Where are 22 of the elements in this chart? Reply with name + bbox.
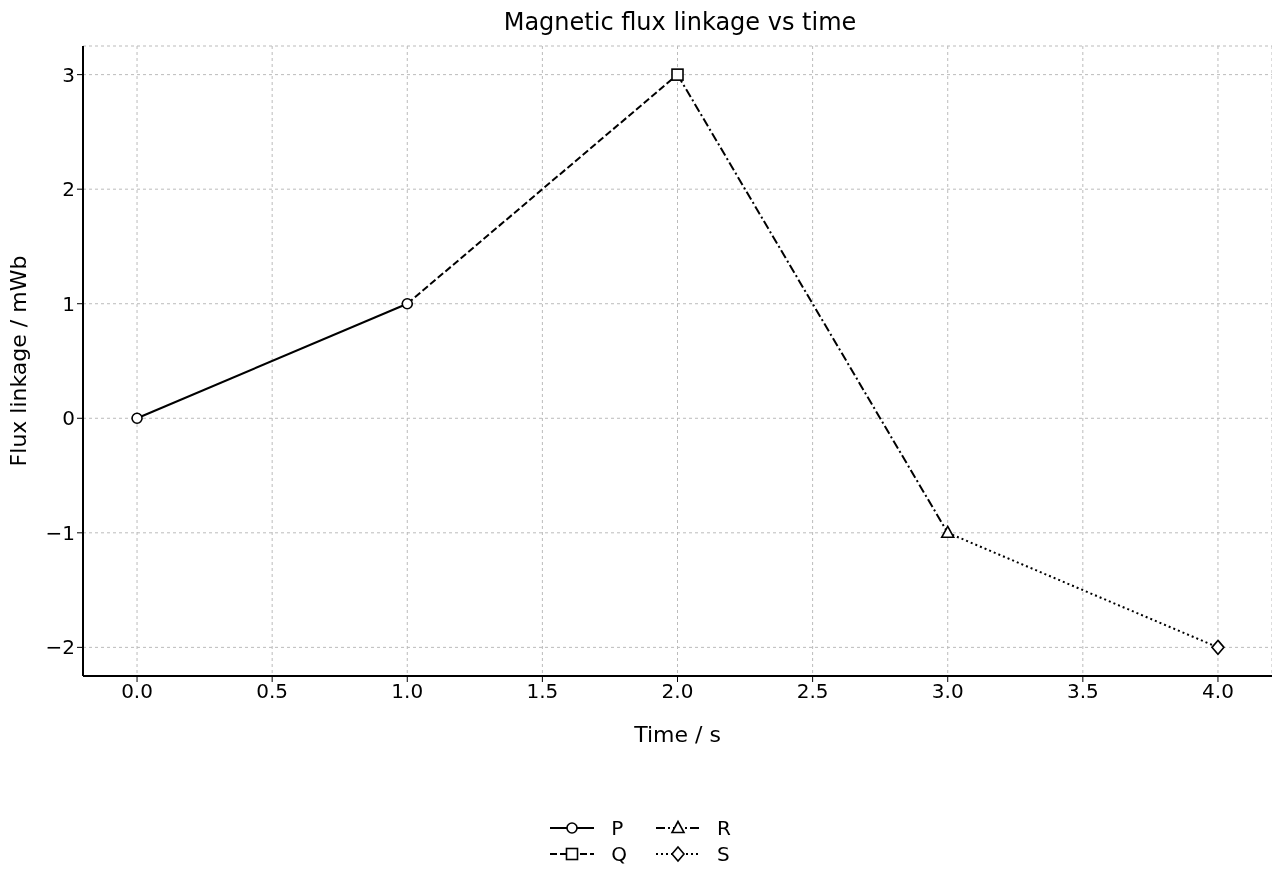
- x-tick-label: 2.0: [661, 679, 694, 704]
- legend-label: S: [716, 842, 730, 866]
- chart-title: Magnetic flux linkage vs time: [502, 8, 858, 36]
- y-tick-label: 0: [62, 406, 75, 431]
- legend-label: P: [611, 816, 624, 840]
- y-tick-label: 1: [62, 291, 75, 316]
- y-tick-label: 2: [62, 177, 75, 202]
- x-tick-label: 0.5: [256, 679, 289, 704]
- x-tick-label: 1.5: [526, 679, 559, 704]
- x-tick-label: 3.5: [1066, 679, 1099, 704]
- y-tick-label: −2: [45, 635, 75, 660]
- legend-label: Q: [611, 842, 627, 866]
- x-tick-label: 2.5: [796, 679, 829, 704]
- x-tick-label: 0.0: [121, 679, 153, 704]
- x-tick-label: 3.0: [931, 679, 964, 704]
- x-tick-label: 4.0: [1202, 679, 1234, 704]
- x-tick-label: 1.0: [391, 679, 424, 704]
- x-axis-title: Time / s: [633, 722, 721, 747]
- y-tick-label: 3: [62, 62, 75, 87]
- y-axis-title: Flux linkage / mWb: [5, 255, 31, 467]
- legend-label: R: [716, 816, 731, 840]
- y-tick-label: −1: [45, 520, 75, 545]
